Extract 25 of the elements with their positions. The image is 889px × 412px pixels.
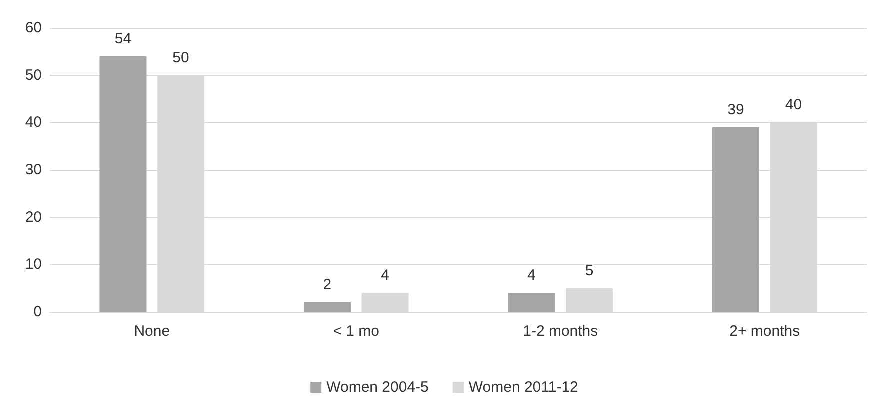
data-label: 54 xyxy=(114,30,132,48)
bar xyxy=(712,127,760,312)
y-tick-label: 50 xyxy=(25,66,42,84)
data-label: 40 xyxy=(785,96,802,114)
legend-label: Women 2004-5 xyxy=(326,379,429,396)
data-label: 4 xyxy=(528,267,536,284)
x-tick-label: < 1 mo xyxy=(333,323,380,340)
legend-label: Women 2011-12 xyxy=(468,379,578,396)
data-label: 2 xyxy=(323,276,332,294)
data-label: 5 xyxy=(585,262,594,280)
y-tick-label: 30 xyxy=(25,162,42,178)
data-label: 39 xyxy=(728,101,744,118)
y-tick-label: 20 xyxy=(25,208,42,226)
y-tick-label: 10 xyxy=(25,256,42,274)
data-label: 50 xyxy=(172,49,190,66)
y-tick-label: 40 xyxy=(25,114,42,132)
y-tick-label: 0 xyxy=(34,304,42,320)
data-label: 4 xyxy=(381,267,390,284)
bar xyxy=(100,56,147,312)
x-tick-label: 2+ months xyxy=(730,323,800,340)
x-tick-label: 1-2 months xyxy=(523,323,598,340)
x-tick-label: None xyxy=(134,323,170,340)
bar xyxy=(304,302,351,312)
bar xyxy=(508,293,556,312)
y-tick-label: 60 xyxy=(25,20,42,36)
